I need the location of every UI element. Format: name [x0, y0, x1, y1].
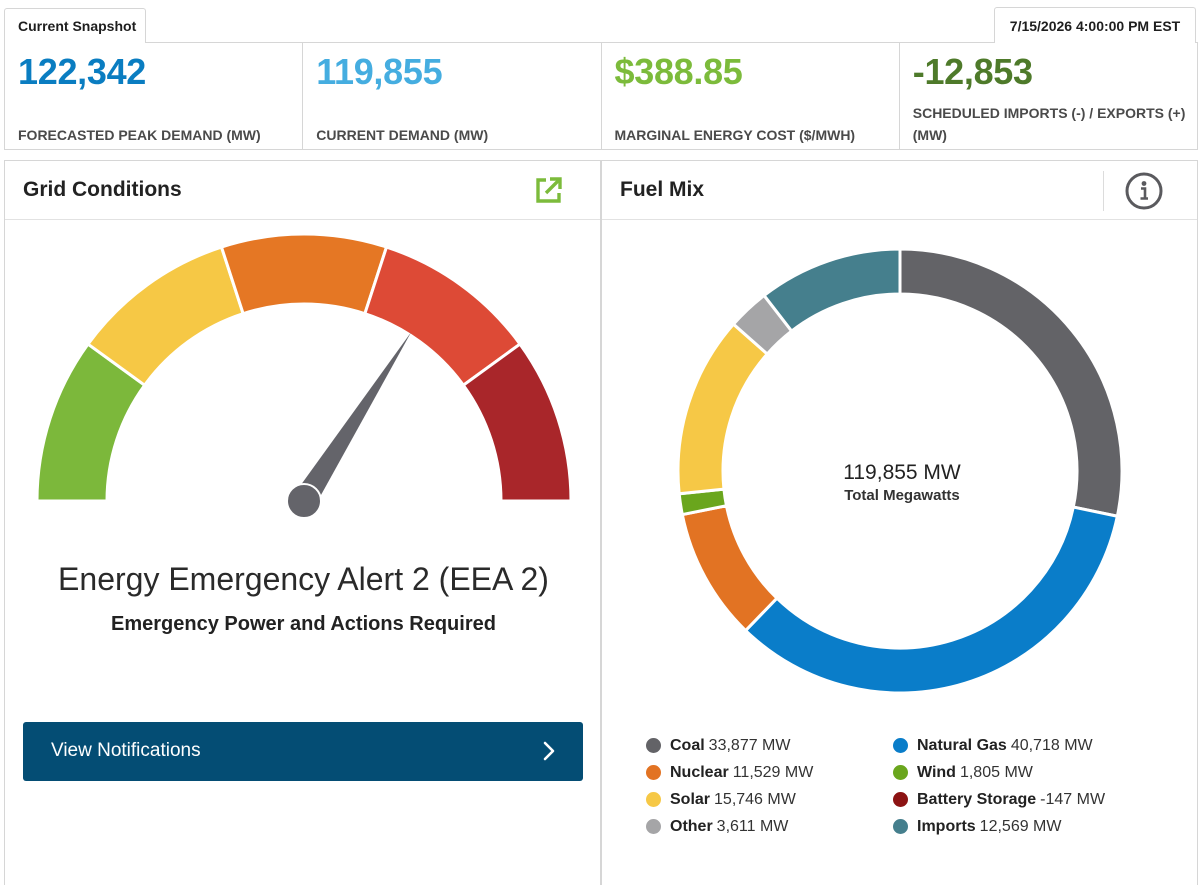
- view-notifications-button[interactable]: View Notifications: [23, 722, 583, 781]
- panel-title: Fuel Mix: [620, 178, 705, 201]
- metric-current-demand: 119,855 CURRENT DEMAND (MW): [303, 43, 602, 149]
- legend-name: Coal: [670, 736, 705, 754]
- legend-value: 1,805 MW: [959, 763, 1033, 781]
- legend-dot: [646, 738, 661, 753]
- donut-total-label: Total Megawatts: [844, 487, 960, 504]
- legend-value: 12,569 MW: [979, 817, 1062, 835]
- metric-label: CURRENT DEMAND (MW): [316, 127, 489, 143]
- legend-dot: [646, 792, 661, 807]
- legend-dot: [646, 819, 661, 834]
- snapshot-timestamp: 7/15/2026 4:00:00 PM EST: [994, 7, 1196, 43]
- legend-item-coal[interactable]: Coal 33,877 MW: [646, 736, 893, 755]
- legend-item-battery-storage[interactable]: Battery Storage -147 MW: [893, 790, 1153, 809]
- legend-value: -147 MW: [1040, 790, 1106, 808]
- gauge-needle: [293, 332, 412, 508]
- legend-name: Battery Storage: [917, 790, 1037, 808]
- legend-item-wind[interactable]: Wind 1,805 MW: [893, 763, 1153, 782]
- view-notifications-label: View Notifications: [51, 740, 201, 761]
- fuel-mix-donut-chart: [676, 247, 1124, 695]
- legend-value: 3,611 MW: [716, 817, 789, 835]
- panel-header: Grid Conditions: [5, 161, 600, 220]
- legend-name: Nuclear: [670, 763, 729, 781]
- donut-segment-nuclear[interactable]: [680, 503, 780, 633]
- metric-forecasted-peak-demand: 122,342 FORECASTED PEAK DEMAND (MW): [5, 43, 304, 149]
- fuel-mix-legend: Coal 33,877 MW Natural Gas 40,718 MW Nuclear…: [646, 736, 1186, 836]
- metric-value: -12,853: [912, 51, 1033, 92]
- donut-total-value: 119,855 MW: [843, 461, 961, 484]
- legend-item-nuclear[interactable]: Nuclear 11,529 MW: [646, 763, 893, 782]
- legend-value: 40,718 MW: [1010, 736, 1093, 754]
- metric-label: SCHEDULED IMPORTS (-) / EXPORTS (+) (MW): [912, 105, 1186, 143]
- gauge-segment: [219, 232, 389, 316]
- legend-value: 33,877 MW: [708, 736, 791, 754]
- metric-label: MARGINAL ENERGY COST ($/MWH): [614, 127, 856, 143]
- legend-name: Wind: [917, 763, 956, 781]
- legend-name: Imports: [917, 817, 976, 835]
- legend-dot: [893, 738, 908, 753]
- legend-name: Natural Gas: [917, 736, 1007, 754]
- metric-label: FORECASTED PEAK DEMAND (MW): [18, 127, 261, 143]
- metric-marginal-energy-cost: $388.85 MARGINAL ENERGY COST ($/MWH): [602, 43, 900, 149]
- metric-value: 119,855: [316, 51, 443, 92]
- panel-title: Grid Conditions: [23, 178, 182, 201]
- info-icon[interactable]: [1124, 171, 1164, 211]
- tab-current-snapshot[interactable]: Current Snapshot: [4, 8, 146, 43]
- legend-value: 11,529 MW: [732, 763, 814, 781]
- legend-name: Other: [670, 817, 713, 835]
- legend-dot: [893, 765, 908, 780]
- alert-level-subtitle: Emergency Power and Actions Required: [111, 613, 496, 635]
- metric-value: 122,342: [18, 51, 147, 92]
- legend-dot: [893, 819, 908, 834]
- fuel-mix-panel: Fuel Mix 119,855 MW Total Megawatts Coal…: [601, 160, 1198, 885]
- donut-segment-solar[interactable]: [676, 322, 770, 496]
- legend-item-other[interactable]: Other 3,611 MW: [646, 817, 893, 836]
- gauge-hub: [286, 483, 322, 519]
- donut-segment-imports[interactable]: [761, 247, 902, 334]
- legend-item-natural-gas[interactable]: Natural Gas 40,718 MW: [893, 736, 1153, 755]
- grid-conditions-panel: Grid Conditions Energy Emergency Alert 2…: [4, 160, 601, 885]
- legend-value: 15,746 MW: [714, 790, 796, 808]
- legend-dot: [893, 792, 908, 807]
- external-link-icon[interactable]: [530, 172, 566, 208]
- chevron-right-icon: [543, 741, 555, 761]
- legend-item-imports[interactable]: Imports 12,569 MW: [893, 817, 1153, 836]
- donut-segment-natural-gas[interactable]: [743, 505, 1120, 695]
- legend-dot: [646, 765, 661, 780]
- panel-header: Fuel Mix: [602, 161, 1197, 220]
- alert-level-title: Energy Emergency Alert 2 (EEA 2): [58, 561, 549, 597]
- metric-scheduled-imports-exports: -12,853 SCHEDULED IMPORTS (-) / EXPORTS …: [900, 43, 1197, 149]
- legend-name: Solar: [670, 790, 711, 808]
- grid-condition-gauge: [35, 232, 573, 519]
- metric-value: $388.85: [614, 51, 743, 92]
- gauge-segment: [461, 341, 573, 503]
- metrics-strip: 122,342 FORECASTED PEAK DEMAND (MW) 119,…: [4, 42, 1198, 150]
- header-divider: [1103, 171, 1104, 211]
- legend-item-solar[interactable]: Solar 15,746 MW: [646, 790, 893, 809]
